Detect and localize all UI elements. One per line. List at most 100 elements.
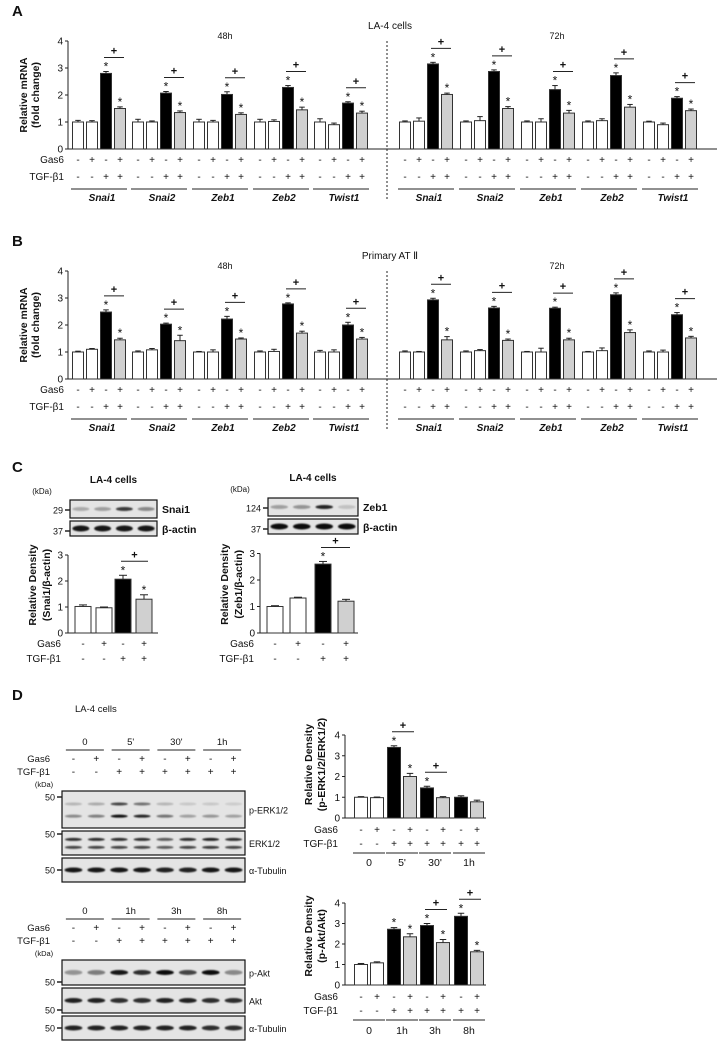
gas6-sign: - [136,155,139,166]
kda-marker: 50 [45,1024,55,1034]
time-label: 1h [396,1025,408,1037]
significance-star: * [286,74,291,88]
gas6-sign: - [258,155,261,166]
y-tick-label: 4 [334,731,340,742]
gas6-sign: + [185,923,191,934]
significance-star: * [225,80,230,94]
kda-marker: 124 [246,504,261,514]
tgf-sign: + [444,402,450,413]
gas6-sign: - [492,155,495,166]
tgf-sign: + [285,172,291,183]
gas6-sign: - [525,155,528,166]
gas6-sign: - [118,923,121,934]
blot-ERK1/2 [61,830,246,856]
gene-label: Snai1 [89,193,116,204]
tgf-sign: - [332,172,335,183]
gas6-sign: - [614,155,617,166]
bar [502,108,514,150]
blot-p-ERK1/2 [61,790,246,829]
gas6-sign: + [416,155,422,166]
band [292,505,311,509]
bar [100,72,112,150]
bar [132,121,144,150]
gas6-sign: + [627,155,633,166]
gas6-sign: - [118,754,121,765]
band [224,814,243,818]
significance-plus: + [332,535,338,547]
band [156,814,174,818]
significance-star: * [346,310,351,324]
significance-plus: + [433,898,439,910]
tgf-sign: + [444,172,450,183]
y-tick-label: 1 [334,793,340,804]
bar [174,340,186,380]
gas6-sign: + [444,155,450,166]
bar [328,351,340,380]
tgf-sign: + [163,402,169,413]
gas6-sign: + [566,385,572,396]
gene-label: Zeb1 [210,193,235,204]
bar [502,339,514,380]
tgf-sign: + [424,839,430,850]
band [337,505,356,509]
bar [356,112,368,150]
tgf-sign: + [185,767,191,778]
bar [86,348,98,380]
tgf-row-label: TGF-β1 [17,936,50,947]
gas6-sign: + [374,992,380,1003]
band [64,837,83,841]
gas6-sign: - [225,155,228,166]
gas6-sign: + [89,385,95,396]
gas6-sign: + [177,385,183,396]
band [133,814,151,818]
bar [74,605,92,634]
y-axis-label: (p-Akt/Akt) [316,909,328,963]
tgf-sign: + [238,172,244,183]
bar [314,351,326,380]
gene-label: Zeb1 [538,193,563,204]
tgf-sign: + [407,1006,413,1017]
band [137,507,155,511]
y-tick-label: 4 [57,267,63,278]
gas6-sign: - [164,385,167,396]
significance-plus: + [621,267,627,279]
time-label: 0 [366,1025,372,1037]
tgf-sign: + [430,402,436,413]
tgf-sign: + [299,402,305,413]
gas6-sign: - [318,385,321,396]
gas6-sign: - [273,639,276,650]
significance-plus: + [353,76,359,88]
bar [596,120,608,150]
bar [342,324,354,380]
gas6-sign: - [553,385,556,396]
significance-star: * [431,286,436,300]
tgf-sign: + [116,767,122,778]
tgf-sign: + [359,402,365,413]
tgf-sign: + [359,172,365,183]
tgf-sign: - [525,402,528,413]
tgf-sign: - [150,172,153,183]
bar [521,351,533,380]
band [156,998,174,1003]
bar [146,349,158,380]
gas6-sign: - [459,992,462,1003]
gas6-sign: - [492,385,495,396]
band [87,970,106,975]
tgf-sign: - [586,402,589,413]
significance-plus: + [621,47,627,59]
gas6-sign: + [210,155,216,166]
bar [441,339,453,380]
significance-plus: + [293,277,299,289]
significance-star: * [689,97,694,111]
bar [268,350,280,380]
gas6-sign: + [505,385,511,396]
tgf-sign: + [231,767,237,778]
gas6-sign: + [231,923,237,934]
gas6-sign: - [104,155,107,166]
significance-star: * [475,938,480,952]
significance-star: * [445,81,450,95]
bar [221,93,233,150]
gene-label: Snai2 [149,193,176,204]
tgf-sign: + [430,172,436,183]
